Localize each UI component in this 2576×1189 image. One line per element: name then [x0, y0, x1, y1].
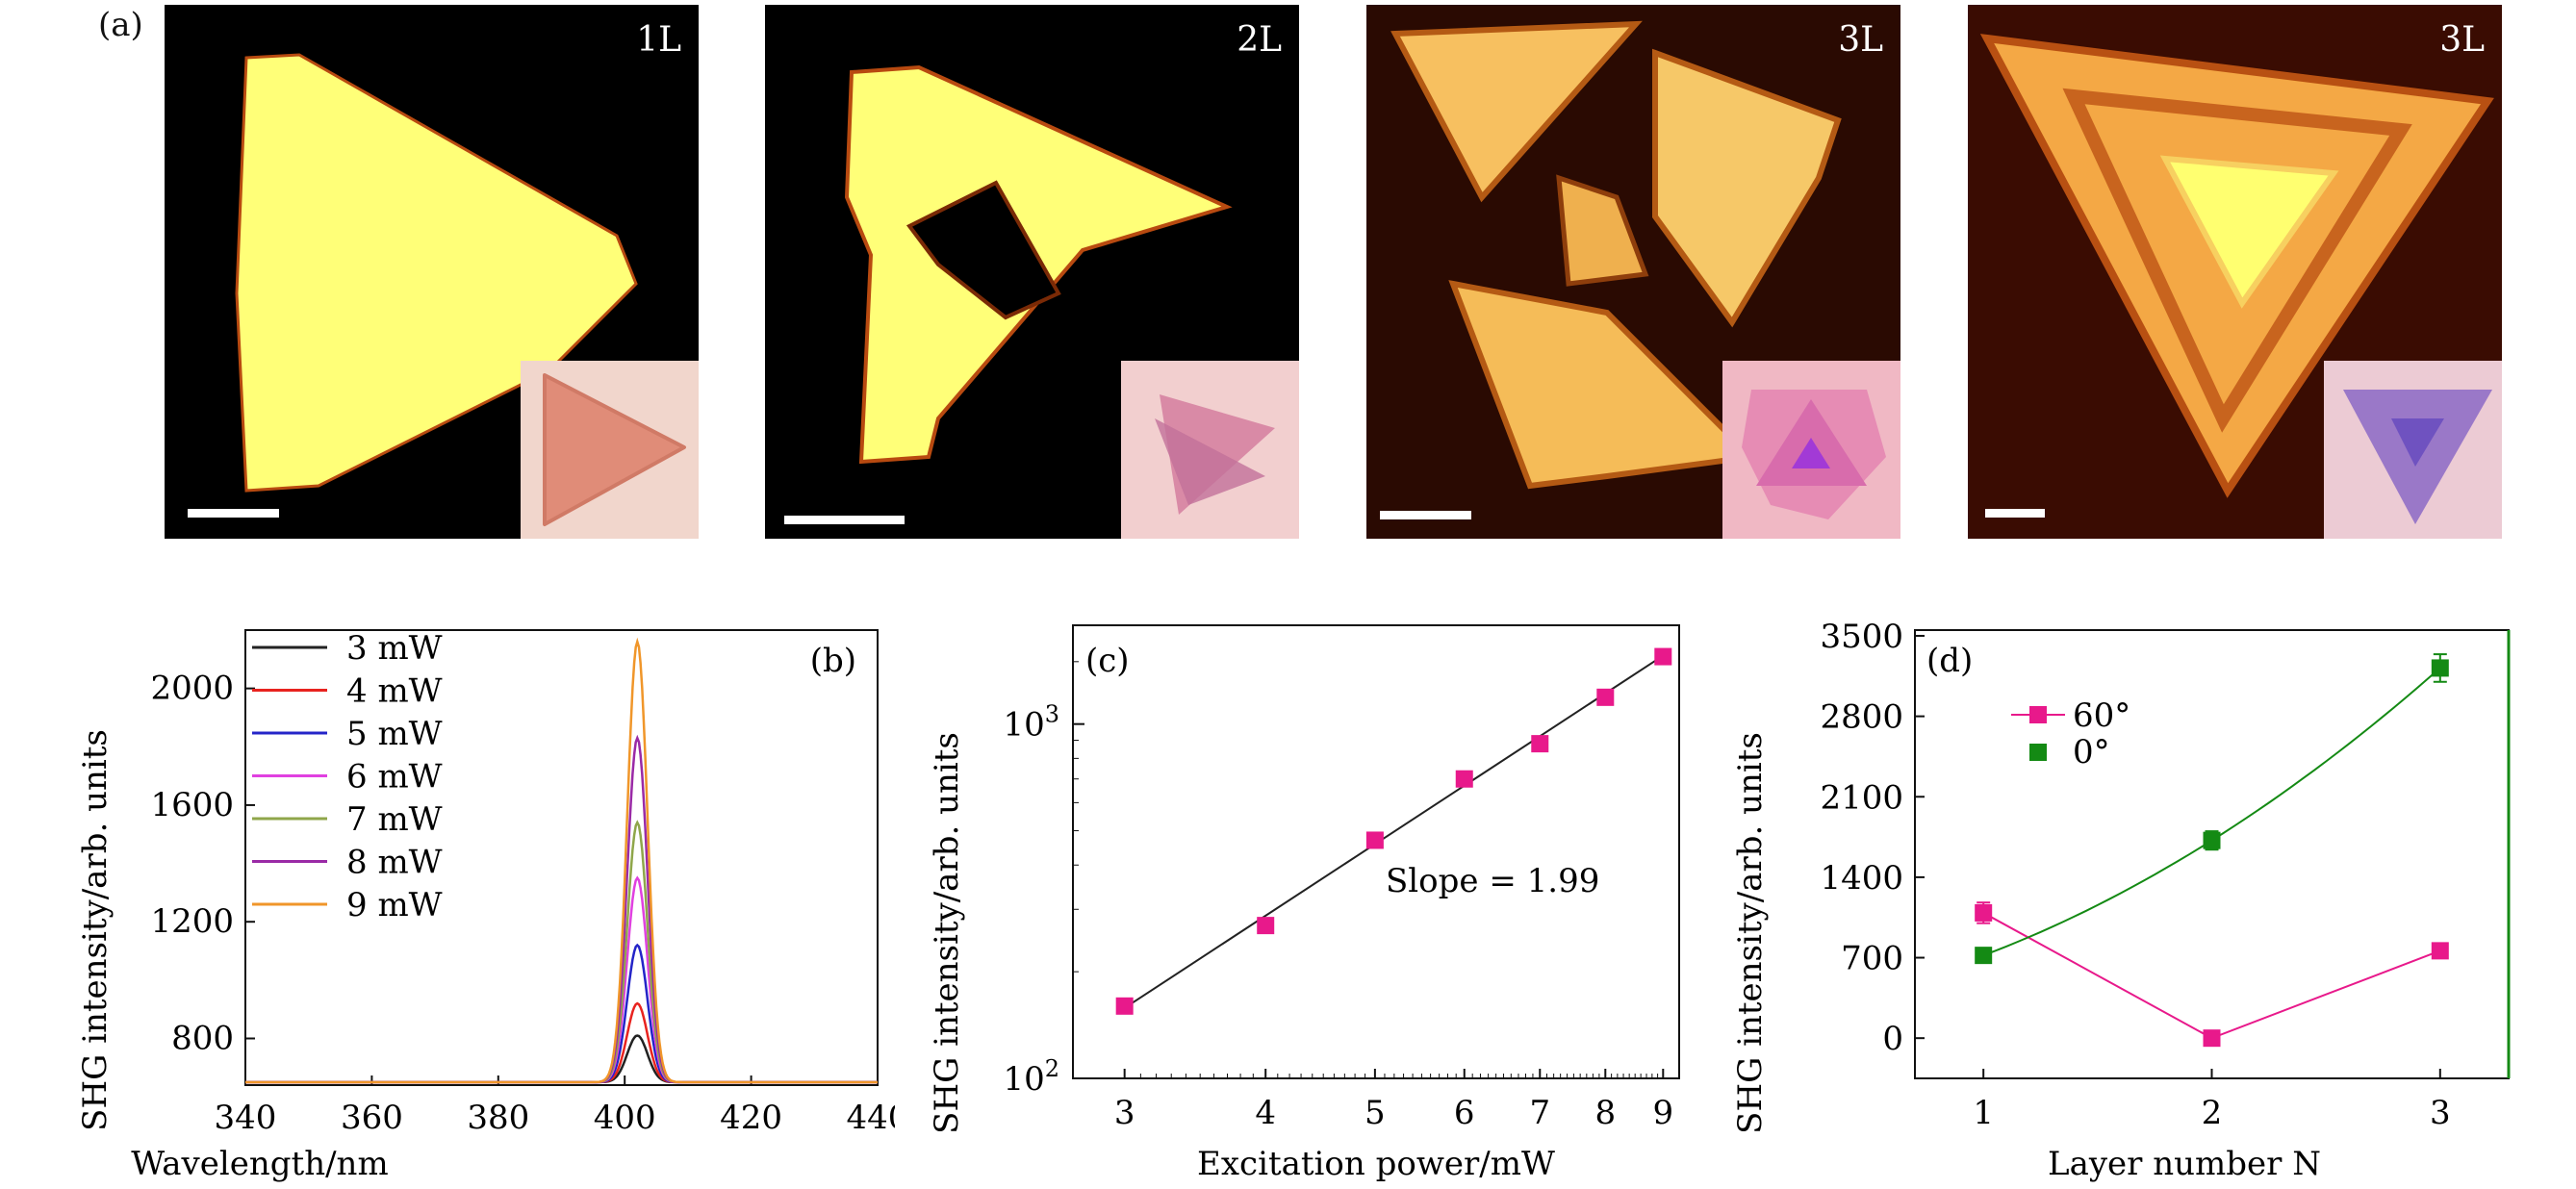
shg-image-2L: 2L: [765, 5, 1299, 539]
x-tick-label: 9: [1652, 1094, 1673, 1132]
y-tick-label: 2800: [1820, 698, 1903, 737]
shg-image-3L-nested: 3L: [1968, 5, 2502, 539]
data-point: [2203, 1029, 2221, 1048]
slope-annotation: Slope = 1.99: [1386, 862, 1599, 900]
x-tick-label: 1: [1973, 1094, 1994, 1132]
ylabel-d: SHG intensity/arb. units: [1731, 732, 1770, 1134]
optical-inset-1L: [521, 361, 699, 539]
x-tick-label: 7: [1529, 1094, 1550, 1132]
series-line-8-mW: [245, 734, 878, 1084]
series-line-5-mW: [245, 943, 878, 1084]
optical-inset-3L-nested: [2324, 361, 2502, 539]
data-point: [1975, 947, 1993, 965]
series-line-3-mW: [245, 1034, 878, 1084]
shg-image-1L: 1L: [165, 5, 699, 539]
data-point: [1596, 688, 1615, 706]
shg-image-3L-spiral: 3L: [1366, 5, 1900, 539]
y-tick-label: 700: [1841, 940, 1903, 978]
legend-label: 4 mW: [346, 672, 443, 711]
xlabel-d: Layer number N: [2048, 1145, 2321, 1183]
scale-bar: [1985, 509, 2045, 518]
y-tick-label: 2000: [150, 670, 234, 708]
y-tick-label: 2100: [1820, 778, 1903, 817]
y-tick-label: 1600: [150, 786, 234, 824]
series-fit-curve-0deg: [1982, 667, 2441, 957]
y-tick-label: 800: [171, 1019, 234, 1057]
x-tick-label: 6: [1454, 1094, 1475, 1132]
x-tick-label: 400: [594, 1099, 656, 1137]
x-tick-label: 340: [215, 1099, 277, 1137]
data-point: [2431, 659, 2449, 677]
optical-inset-3L-spiral: [1722, 361, 1900, 539]
legend-label: 3 mW: [346, 629, 443, 668]
shg-map-monolayer: [165, 5, 699, 539]
y-tick-label: 103: [1003, 701, 1059, 745]
x-tick-label: 440: [847, 1099, 895, 1137]
scale-bar: [1380, 511, 1471, 519]
legend-label: 0°: [2073, 733, 2110, 772]
data-point: [2203, 831, 2221, 849]
data-point: [1455, 770, 1473, 788]
layer-tag-3L-spiral: 3L: [1838, 20, 1883, 60]
x-tick-label: 3: [1114, 1094, 1135, 1132]
x-tick-label: 420: [720, 1099, 782, 1137]
optical-inset-2L: [1121, 361, 1299, 539]
series-line-7-mW: [245, 820, 878, 1084]
series-line-6-mW: [245, 875, 878, 1084]
layer-tag-1L: 1L: [636, 20, 681, 60]
x-tick-label: 4: [1255, 1094, 1276, 1132]
series-line-4-mW: [245, 1001, 878, 1084]
data-point: [1115, 997, 1134, 1015]
ylabel-c: SHG intensity/arb. units: [928, 732, 966, 1134]
x-tick-label: 8: [1594, 1094, 1616, 1132]
layer-tag-3L-nested: 3L: [2439, 20, 2485, 60]
chart-c-power-dependence: Excitation power/mW SHG intensity/arb. u…: [928, 624, 1680, 1183]
panel-label-d: (d): [1926, 642, 1973, 680]
series-line-9-mW: [245, 637, 878, 1084]
y-tick-label: 3500: [1820, 618, 1903, 656]
y-tick-label: 0: [1882, 1020, 1903, 1058]
x-tick-label: 380: [467, 1099, 529, 1137]
shg-map-trilayer-spiral: [1366, 5, 1900, 539]
plot-frame-b: [244, 629, 879, 1086]
panel-label-b: (b): [810, 642, 856, 680]
data-point: [1365, 831, 1384, 849]
x-tick-label: 3: [2430, 1094, 2451, 1132]
data-point: [1975, 903, 1993, 922]
y-tick-label: 1400: [1820, 859, 1903, 898]
chart-b-spectra: Wavelength/nm SHG intensity/arb. units (…: [76, 629, 895, 1183]
data-point: [1531, 735, 1549, 753]
legend-label: 9 mW: [346, 886, 443, 924]
y-tick-label: 1200: [150, 902, 234, 941]
legend-label: 60°: [2073, 696, 2130, 735]
x-tick-label: 2: [2202, 1094, 2223, 1132]
x-tick-label: 5: [1365, 1094, 1386, 1132]
panel-label-c: (c): [1085, 642, 1130, 680]
scale-bar: [784, 516, 905, 524]
layer-tag-2L: 2L: [1237, 20, 1282, 60]
data-point: [1654, 647, 1672, 666]
chart-d-layer-dependence: Layer number N SHG intensity/arb. units …: [1731, 618, 2511, 1183]
legend-label: 7 mW: [346, 800, 443, 839]
legend-label: 5 mW: [346, 715, 443, 753]
legend-label: 6 mW: [346, 758, 443, 797]
y-tick-label: 102: [1003, 1055, 1059, 1099]
legend-swatch-marker: [2029, 744, 2047, 761]
plot-frame-c: [1072, 624, 1680, 1079]
legend-label: 8 mW: [346, 844, 443, 882]
ylabel-b: SHG intensity/arb. units: [76, 729, 115, 1131]
fit-line: [1124, 654, 1664, 1009]
scale-bar: [188, 509, 279, 518]
xlabel-c: Excitation power/mW: [1197, 1145, 1555, 1183]
series-line-60deg: [1982, 912, 2441, 1040]
plot-frame-d: [1914, 629, 2510, 1079]
x-tick-label: 360: [341, 1099, 403, 1137]
xlabel-b: Wavelength/nm: [131, 1145, 388, 1183]
data-point: [1257, 917, 1275, 935]
panel-a-label: (a): [98, 6, 143, 44]
legend-swatch-marker: [2029, 706, 2047, 723]
shg-map-bilayer: [765, 5, 1299, 539]
data-point: [2431, 942, 2449, 960]
